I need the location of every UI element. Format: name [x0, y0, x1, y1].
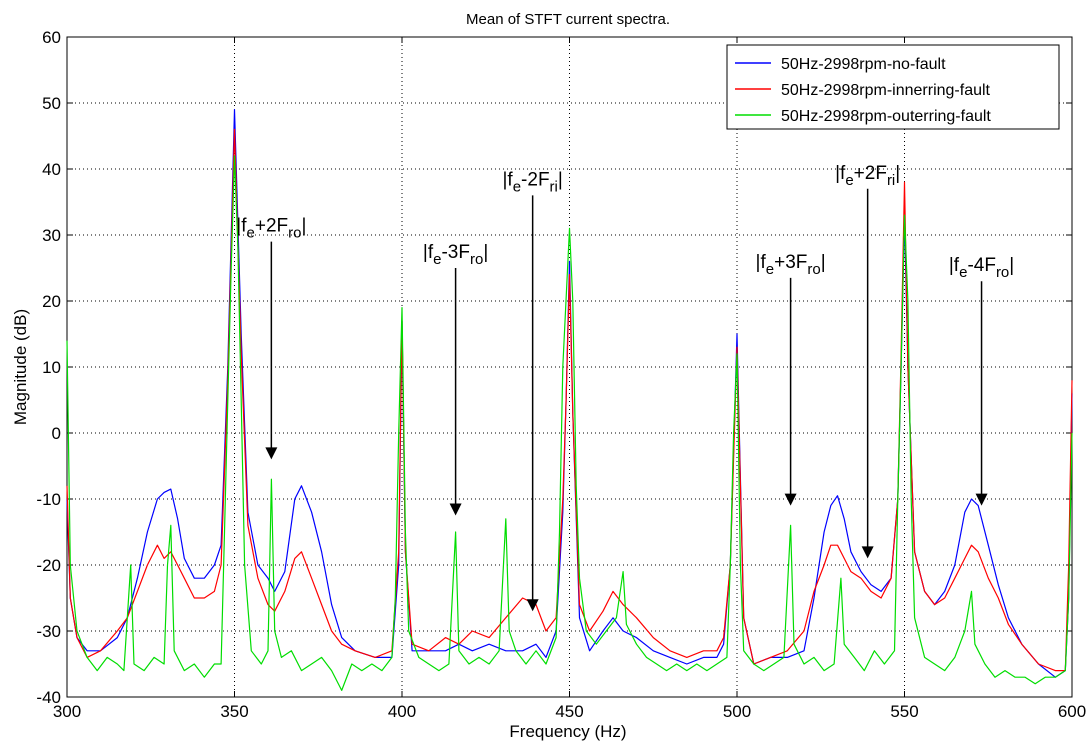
- series-line-2: [66, 128, 1073, 672]
- annotation-label-2: |fe-3Fro|: [423, 242, 488, 268]
- annotation-text: |f: [423, 242, 434, 263]
- y-tick-label: 50: [42, 94, 61, 113]
- series-line-3: [66, 155, 1073, 691]
- annotation-subscript: e: [766, 261, 774, 278]
- annotation-label-3: |fe-2Fri|: [502, 169, 562, 195]
- annotation-label-5: |fe+2Fri|: [835, 163, 900, 189]
- plot-frame: [66, 36, 1073, 698]
- annotation-text: |f: [756, 252, 767, 273]
- annotation-arrowhead: [861, 546, 874, 559]
- y-tick-label: -20: [36, 556, 61, 575]
- chart-title: Mean of STFT current spectra.: [466, 11, 670, 28]
- x-tick-label: 550: [890, 702, 918, 721]
- x-tick-label: 300: [53, 702, 81, 721]
- annotation-subscript: ro: [470, 251, 483, 268]
- legend: 50Hz-2998rpm-no-fault 50Hz-2998rpm-innerr…: [726, 44, 1060, 130]
- annotation-subscript: ro: [288, 225, 301, 242]
- annotation-subscript: e: [845, 172, 853, 189]
- annotation-subscript: e: [513, 178, 521, 195]
- annotation-text: -3F: [441, 242, 470, 263]
- annotation-label-1: |fe+2Fro|: [236, 216, 306, 242]
- annotation-arrowhead: [784, 493, 797, 506]
- y-tick-label: -40: [36, 688, 61, 707]
- annotation-arrowhead: [975, 493, 988, 506]
- annotation-label-4: |fe+3Fro|: [756, 252, 826, 278]
- x-tick-label: 400: [388, 702, 416, 721]
- annotation-text: |: [301, 216, 306, 237]
- annotation-text: |f: [502, 169, 513, 190]
- annotation-text: |f: [236, 216, 247, 237]
- annotation-subscript: e: [433, 251, 441, 268]
- annotation-arrowhead: [265, 447, 278, 460]
- annotation-text: |f: [835, 163, 846, 184]
- grid: [67, 37, 1072, 697]
- annotation-text: |: [483, 242, 488, 263]
- annotation-arrowhead: [449, 503, 462, 516]
- annotation-text: |: [558, 169, 563, 190]
- series-lines: [66, 109, 1073, 691]
- y-tick-label: 10: [42, 358, 61, 377]
- annotation-text: +2F: [854, 163, 887, 184]
- annotation-subscript: e: [247, 225, 255, 242]
- annotation-label-6: |fe-4Fro|: [949, 255, 1014, 281]
- x-tick-label: 450: [555, 702, 583, 721]
- annotation-text: -2F: [521, 169, 550, 190]
- x-tick-label: 350: [220, 702, 248, 721]
- y-tick-label: 0: [52, 424, 61, 443]
- y-tick-label: -30: [36, 622, 61, 641]
- annotation-text: +2F: [255, 216, 288, 237]
- y-tick-label: 30: [42, 226, 61, 245]
- annotations: |fe+2Fro||fe-3Fro||fe-2Fri||fe+3Fro||fe+…: [236, 163, 1014, 612]
- x-axis-label: Frequency (Hz): [509, 722, 626, 741]
- annotation-text: |: [895, 163, 900, 184]
- y-tick-label: 60: [42, 28, 61, 47]
- annotation-text: |f: [949, 255, 960, 276]
- legend-label-3: 50Hz-2998rpm-outerring-fault: [781, 108, 991, 125]
- legend-box: [726, 44, 1060, 130]
- annotation-text: +3F: [774, 252, 807, 273]
- annotation-subscript: e: [959, 264, 967, 281]
- legend-label-2: 50Hz-2998rpm-innerring-fault: [781, 82, 991, 99]
- annotation-text: |: [821, 252, 826, 273]
- annotation-subscript: ro: [996, 264, 1009, 281]
- y-axis-label: Magnitude (dB): [11, 309, 30, 425]
- y-tick-label: 20: [42, 292, 61, 311]
- x-tick-label: 500: [723, 702, 751, 721]
- y-tick-label: 40: [42, 160, 61, 179]
- annotation-text: -4F: [967, 255, 996, 276]
- legend-label-1: 50Hz-2998rpm-no-fault: [781, 56, 946, 73]
- annotation-text: |: [1009, 255, 1014, 276]
- x-tick-label: 600: [1058, 702, 1086, 721]
- axis-ticks: 300 350 400 450 500 550 600 60 50 40 30 20 10 0 -10 -20…: [36, 28, 1086, 721]
- annotation-subscript: ri: [887, 172, 895, 189]
- y-tick-label: -10: [36, 490, 61, 509]
- annotation-subscript: ro: [807, 261, 820, 278]
- annotation-subscript: ri: [550, 178, 558, 195]
- annotation-arrowhead: [526, 599, 539, 612]
